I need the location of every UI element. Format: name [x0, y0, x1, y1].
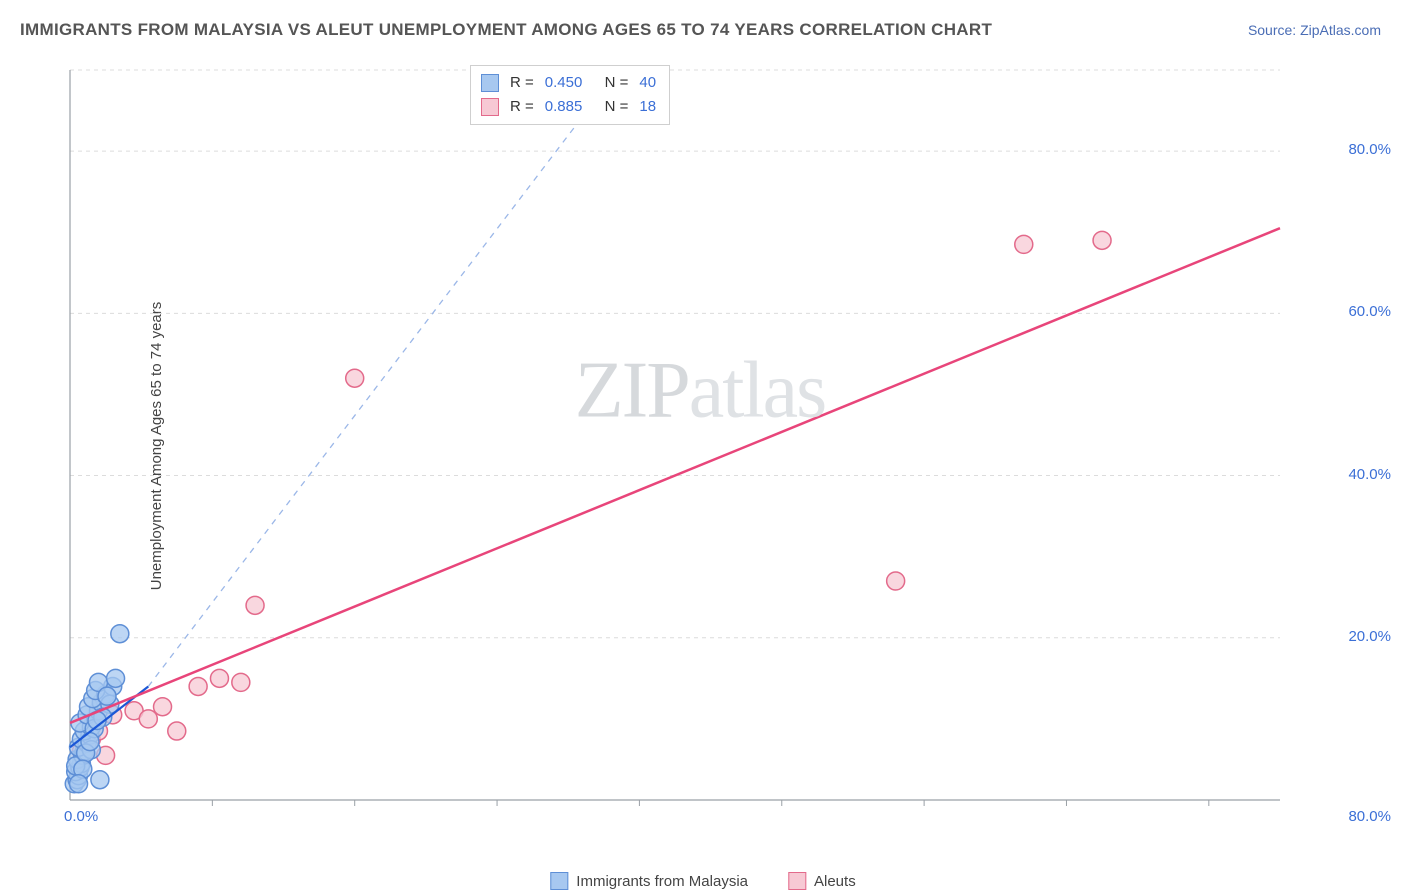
- stats-label-n: N =: [593, 95, 628, 119]
- swatch-series-1: [481, 74, 499, 92]
- series-legend: Immigrants from Malaysia Aleuts: [550, 872, 855, 890]
- stats-label-r: R =: [507, 71, 534, 95]
- stats-label-n: N =: [593, 71, 628, 95]
- y-tick-label: 60.0%: [1348, 303, 1391, 320]
- stats-value-r-1: 0.450: [542, 71, 586, 95]
- y-tick-label: 20.0%: [1348, 628, 1391, 645]
- x-tick-label: 80.0%: [1348, 808, 1391, 825]
- legend-item-1: Immigrants from Malaysia: [550, 872, 748, 890]
- source-link[interactable]: Source: ZipAtlas.com: [1248, 22, 1381, 38]
- y-tick-label: 40.0%: [1348, 466, 1391, 483]
- y-tick-label: 80.0%: [1348, 141, 1391, 158]
- swatch-series-2: [481, 98, 499, 116]
- stats-legend-box: R = 0.450 N = 40 R = 0.885 N = 18: [470, 65, 670, 125]
- chart-title: IMMIGRANTS FROM MALAYSIA VS ALEUT UNEMPL…: [20, 20, 992, 40]
- legend-label-1: Immigrants from Malaysia: [576, 873, 748, 890]
- stats-value-n-1: 40: [636, 71, 659, 95]
- stats-value-r-2: 0.885: [542, 95, 586, 119]
- legend-swatch-1: [550, 872, 568, 890]
- stats-row-series-1: R = 0.450 N = 40: [481, 71, 659, 95]
- x-tick-label: 0.0%: [64, 808, 98, 825]
- stats-row-series-2: R = 0.885 N = 18: [481, 95, 659, 119]
- legend-swatch-2: [788, 872, 806, 890]
- stats-value-n-2: 18: [636, 95, 659, 119]
- stats-label-r: R =: [507, 95, 534, 119]
- scatter-plot-svg: [60, 60, 1340, 830]
- legend-item-2: Aleuts: [788, 872, 856, 890]
- legend-label-2: Aleuts: [814, 873, 856, 890]
- plot-area: ZIPatlas: [60, 60, 1340, 830]
